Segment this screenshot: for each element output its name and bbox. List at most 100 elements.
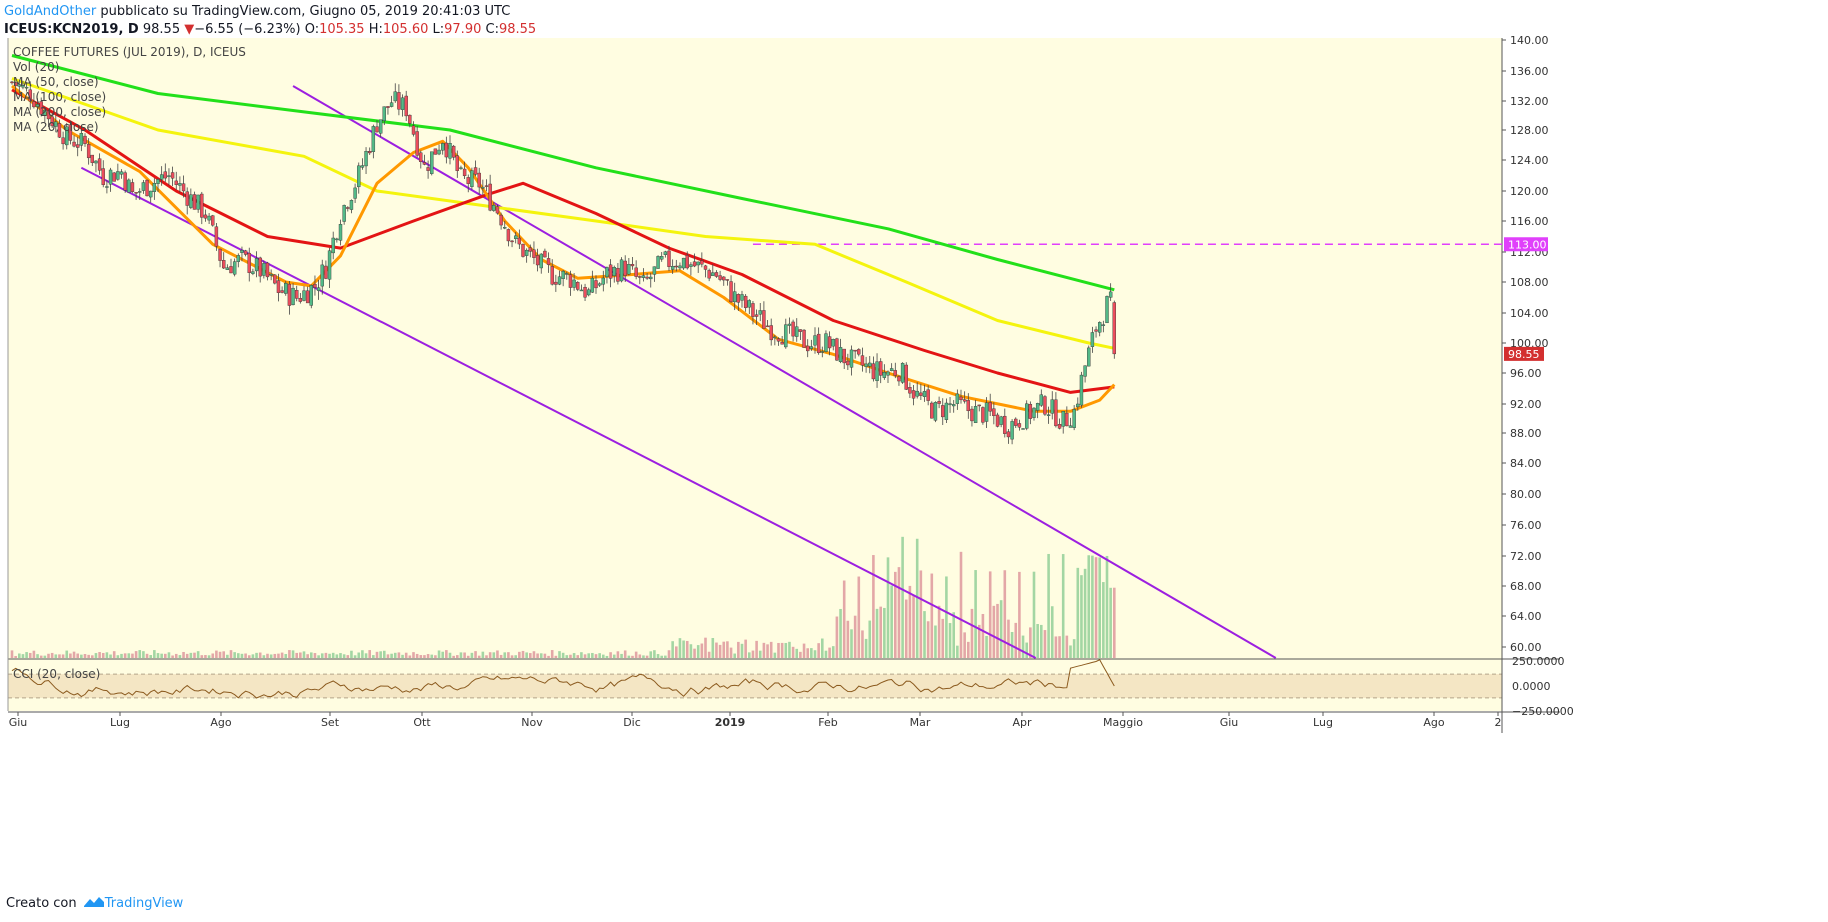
- candle-body: [181, 183, 186, 192]
- volume-bar: [890, 585, 893, 658]
- candle-body: [1024, 403, 1029, 429]
- volume-bar: [1102, 582, 1105, 658]
- volume-bar: [766, 644, 769, 658]
- volume-bar: [390, 653, 393, 658]
- volume-bar: [930, 573, 934, 658]
- candle-body: [203, 214, 208, 219]
- volume-bar: [101, 652, 105, 658]
- candle-body: [422, 162, 427, 165]
- candle-body: [685, 255, 689, 269]
- volume-bar: [331, 652, 335, 658]
- candle-body: [754, 314, 759, 317]
- volume-bar: [361, 650, 364, 658]
- candle-body: [1101, 324, 1106, 326]
- candle-body: [1046, 414, 1051, 416]
- time-tick-label: Dic: [623, 716, 641, 729]
- volume-bar: [726, 641, 729, 658]
- volume-bar: [233, 652, 236, 658]
- time-tick-label: Ago: [1423, 716, 1445, 729]
- volume-bar: [879, 606, 882, 658]
- candle-body: [988, 402, 992, 412]
- candle-body: [196, 194, 200, 210]
- price-tick-label: 72.00: [1510, 550, 1542, 563]
- candle-body: [846, 360, 850, 366]
- candle-body: [1108, 291, 1113, 298]
- candle-body: [579, 289, 584, 292]
- volume-bar: [970, 608, 974, 658]
- candle-body: [298, 298, 303, 302]
- volume-bar: [386, 654, 390, 658]
- symbol-label: ICEUS:KCN2019, D: [4, 22, 139, 37]
- candle-body: [148, 190, 153, 198]
- volume-bar: [258, 652, 262, 658]
- candle-body: [1028, 403, 1033, 419]
- candle-body: [857, 349, 861, 355]
- price-tick-label: 128.00: [1510, 124, 1549, 137]
- volume-bar: [94, 653, 98, 658]
- volume-bar: [700, 643, 704, 658]
- candle-body: [39, 101, 43, 115]
- volume-bar: [817, 643, 820, 658]
- volume-bar: [1080, 575, 1083, 658]
- candle-body: [1094, 329, 1098, 332]
- candle-body: [583, 286, 587, 298]
- candle-body: [61, 137, 65, 145]
- close-label: C:: [485, 22, 499, 37]
- volume-bar: [587, 653, 590, 658]
- candle-body: [722, 276, 726, 281]
- volume-bar: [682, 640, 685, 658]
- tradingview-link[interactable]: TradingView: [104, 896, 184, 911]
- volume-bar: [25, 652, 28, 658]
- volume-bar: [653, 650, 656, 658]
- price-tick-label: 96.00: [1510, 367, 1542, 380]
- volume-bar: [434, 655, 437, 658]
- time-tick-label: Feb: [818, 716, 837, 729]
- volume-bar: [831, 646, 835, 658]
- candle-body: [1097, 322, 1102, 333]
- volume-bar: [207, 655, 211, 658]
- price-chart[interactable]: 140.00 136.00 132.00 128.00 124.00 120.00 116.…: [0, 0, 1828, 892]
- candle-body: [897, 376, 901, 382]
- volume-bar: [620, 653, 623, 658]
- candle-body: [853, 349, 857, 352]
- candle-body: [835, 338, 839, 361]
- candle-body: [327, 250, 332, 280]
- candle-body: [900, 362, 905, 383]
- candle-body: [1065, 412, 1069, 427]
- volume-bar: [828, 647, 831, 658]
- candle-body: [243, 250, 248, 255]
- volume-bar: [886, 557, 890, 658]
- candle-body: [707, 270, 711, 279]
- volume-bar: [1054, 636, 1058, 658]
- volume-bar: [561, 652, 565, 658]
- volume-bar: [751, 650, 755, 658]
- volume-bar: [894, 571, 897, 658]
- volume-bar: [762, 642, 766, 658]
- close-value: 98.55: [498, 22, 537, 37]
- candle-body: [35, 104, 40, 107]
- candle-body: [733, 291, 737, 303]
- volume-bar: [1036, 624, 1039, 658]
- volume-bar: [631, 655, 634, 658]
- candle-body: [1050, 399, 1054, 414]
- candle-body: [495, 206, 500, 214]
- volume-bar: [1113, 587, 1116, 658]
- price-change: −6.55 (−6.23%): [194, 22, 301, 37]
- volume-bar: [791, 646, 795, 658]
- volume-bar: [320, 653, 324, 658]
- volume-bar: [580, 652, 583, 658]
- volume-bar: [229, 650, 233, 658]
- volume-bar: [729, 647, 733, 658]
- candle-body: [649, 276, 653, 280]
- last-price-badge-label: 98.55: [1508, 348, 1540, 361]
- volume-bar: [142, 651, 145, 658]
- volume-bar: [1058, 636, 1061, 658]
- volume-bar: [149, 655, 152, 658]
- candle-body: [134, 192, 138, 194]
- candle-body: [415, 131, 419, 156]
- candle-body: [214, 226, 219, 247]
- volume-bar: [134, 651, 138, 658]
- volume-bar: [904, 599, 908, 658]
- author-link[interactable]: GoldAndOther: [4, 4, 97, 19]
- candle-body: [360, 165, 365, 168]
